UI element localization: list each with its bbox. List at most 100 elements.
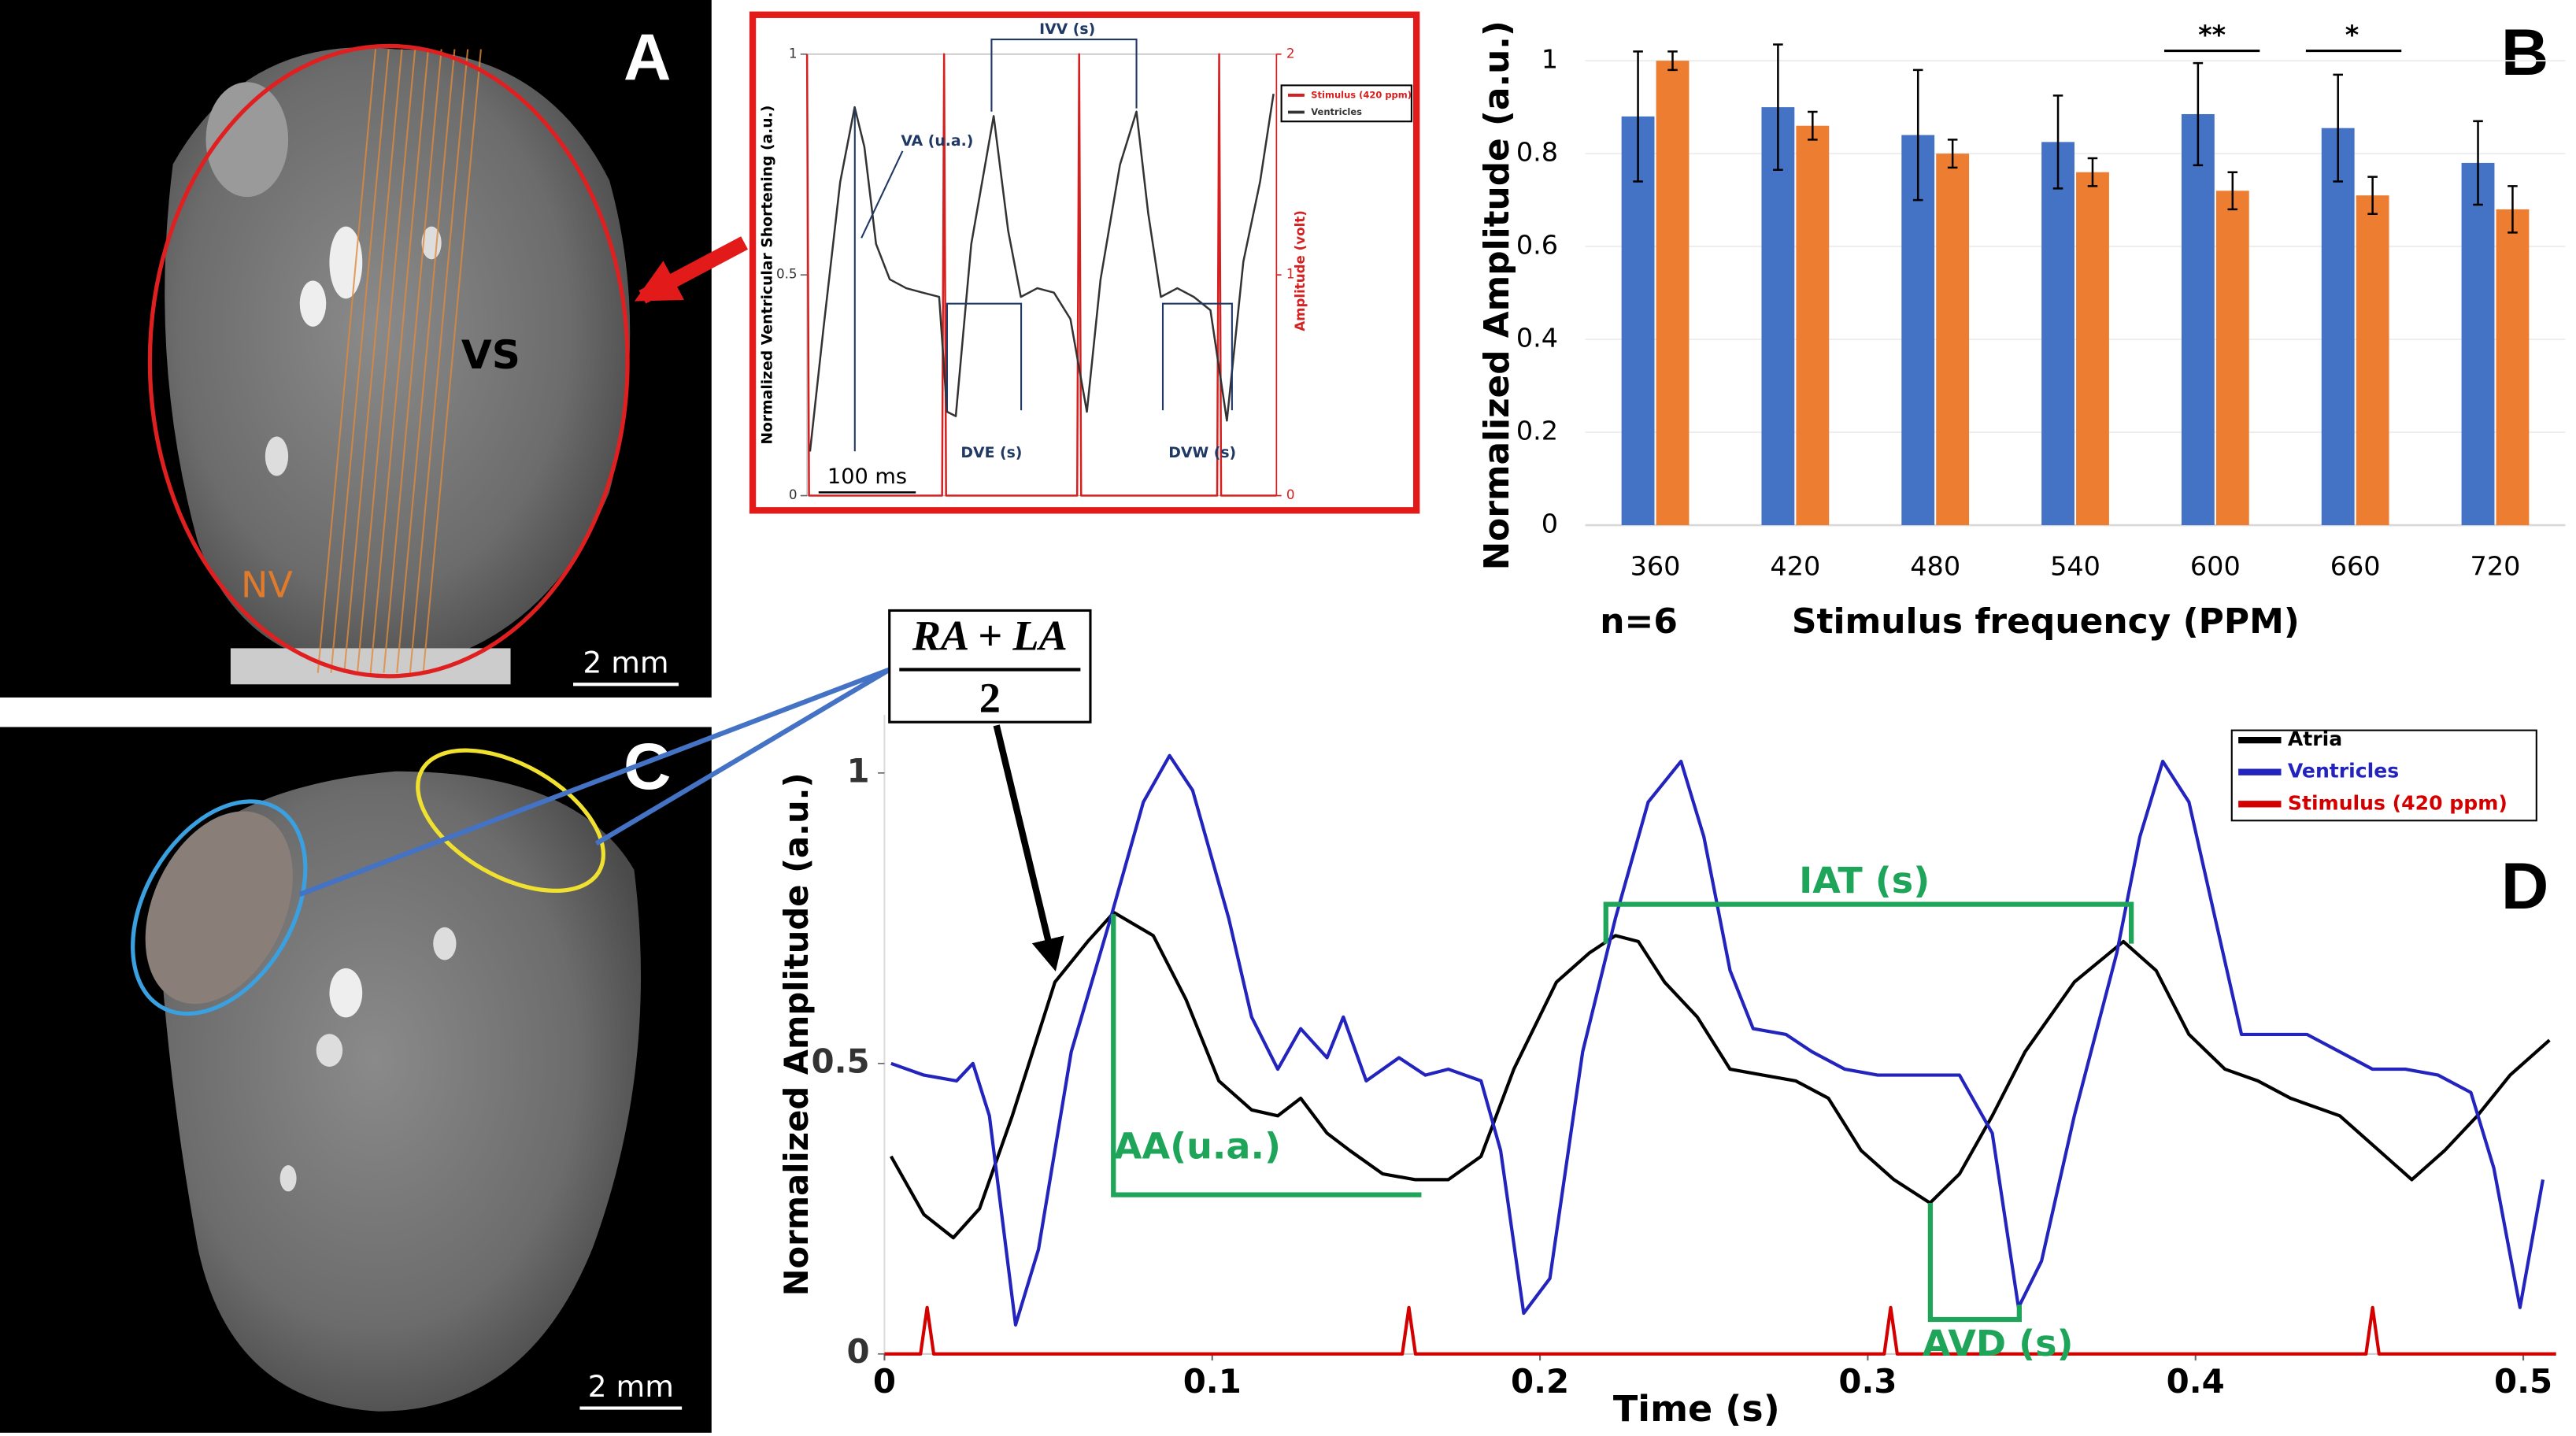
error-bar [1947, 139, 1958, 169]
y-tick-label: 1 [846, 751, 869, 790]
error-bar [1773, 43, 1783, 172]
y2-tick-label: 2 [1286, 45, 1295, 61]
error-bar [1633, 50, 1643, 183]
bar [1936, 154, 1970, 526]
error-bar [2367, 176, 2378, 216]
y2-tick-label: 0 [1286, 487, 1295, 502]
x-tick-label: 0.3 [1838, 1362, 1897, 1401]
y-tick-label: 0.2 [1516, 416, 1558, 446]
x-tick-label: 0.1 [1183, 1362, 1242, 1401]
x-axis-label: Stimulus frequency (PPM) [1792, 601, 2300, 642]
legend-entry: Stimulus (420 ppm) [1311, 89, 1412, 100]
series-line [805, 53, 1277, 497]
legend-box [2230, 729, 2537, 822]
annotation-bracket [1927, 1202, 2023, 1323]
error-bar [1667, 50, 1678, 72]
annotation-bracket [946, 302, 1233, 411]
bar [1656, 61, 1690, 526]
arrow [634, 236, 749, 304]
error-bar [1808, 110, 1818, 141]
scale-bar-label: 100 ms [827, 464, 907, 489]
series-line [809, 94, 1275, 452]
annotation: VA (u.a.) [901, 133, 973, 150]
annotation: IVV (s) [1039, 21, 1095, 38]
y-tick-label: 0.5 [812, 1042, 870, 1080]
bar [2181, 113, 2215, 526]
x-tick-label: 600 [2190, 551, 2241, 582]
annotation-bracket [853, 108, 904, 452]
formula-numerator: RA + LA [912, 612, 1068, 659]
y-tick-label: 0.4 [1516, 323, 1558, 353]
image-a: A VS NV 2 mm [0, 0, 712, 698]
formula: RA + LA 2 [298, 609, 1092, 972]
formula-denominator: 2 [979, 675, 1001, 722]
y2-tick-label: 1 [1286, 266, 1295, 282]
x-tick-label: 540 [2050, 551, 2100, 582]
label-vs: VS [461, 331, 520, 378]
y-tick-label: 0.5 [776, 266, 798, 282]
bar [2496, 209, 2530, 526]
x-tick-label: 0.5 [2494, 1362, 2552, 1401]
error-bar [2087, 157, 2098, 187]
annotation: * [2345, 19, 2359, 50]
legend-entry: Ventricles [2288, 760, 2399, 783]
legend-entry: Atria [2288, 727, 2342, 750]
annotation: IAT (s) [1799, 859, 1930, 901]
x-tick-label: 360 [1630, 551, 1681, 582]
x-tick-label: 0.4 [2167, 1362, 2225, 1401]
label-nv: NV [241, 564, 293, 606]
panel-label: D [2501, 849, 2548, 923]
error-bar [2193, 61, 2204, 167]
y-axis-label: Normalized Amplitude (a.u.) [1477, 20, 1517, 570]
series-line [884, 1305, 2556, 1356]
y-tick-label: 0.8 [1516, 137, 1558, 168]
legend-entry: Stimulus (420 ppm) [2288, 791, 2508, 814]
error-bar [1912, 68, 1923, 202]
error-bar [2473, 120, 2483, 206]
y-tick-label: 0 [789, 487, 798, 502]
bar [2461, 162, 2495, 526]
y-axis-label: Normalized Ventricular Shortening (a.u.) [759, 105, 775, 445]
bar [2076, 172, 2109, 526]
y-tick-label: 0 [1542, 509, 1558, 539]
error-bar [2052, 94, 2063, 190]
scale-bar: 2 mm [583, 646, 668, 680]
error-bar [2227, 171, 2238, 211]
series-line [890, 753, 2545, 1327]
bar [2215, 191, 2249, 526]
annotation: AA(u.a.) [1114, 1125, 1281, 1168]
annotation: n=6 [1600, 601, 1678, 642]
x-tick-label: 660 [2330, 551, 2381, 582]
bar [1761, 107, 1795, 526]
annotation-bracket [1603, 901, 2134, 944]
annotation: ** [2198, 19, 2226, 50]
x-tick-label: 480 [1910, 551, 1960, 582]
y-tick-label: 1 [1542, 44, 1558, 75]
y-tick-label: 0.6 [1516, 230, 1558, 261]
bar [1796, 125, 1830, 526]
bar [2321, 128, 2355, 526]
legend-entry: Ventricles [1311, 106, 1362, 117]
bar [2356, 195, 2389, 526]
x-tick-label: 720 [2471, 551, 2521, 582]
series-line [889, 910, 2551, 1240]
image-c: C 2 mm [0, 727, 712, 1433]
annotation-bracket [1111, 914, 1422, 1197]
panel-label: A [624, 20, 671, 94]
y-tick-label: 0 [846, 1332, 869, 1371]
annotation: DVW (s) [1168, 445, 1236, 461]
error-bar [2508, 185, 2518, 234]
x-tick-label: 0.2 [1511, 1362, 1569, 1401]
x-tick-label: 420 [1770, 551, 1820, 582]
y-axis-label: Normalized Amplitude (a.u.) [777, 772, 816, 1296]
scale-bar: 2 mm [588, 1369, 674, 1404]
annotation: DVE (s) [960, 445, 1022, 461]
bar [2041, 142, 2074, 526]
error-bar [2333, 73, 2343, 183]
legend-box [1280, 84, 1412, 123]
y2-axis-label: Amplitude (volt) [1292, 210, 1308, 331]
bar [1621, 116, 1655, 526]
x-tick-label: 0 [873, 1362, 896, 1401]
